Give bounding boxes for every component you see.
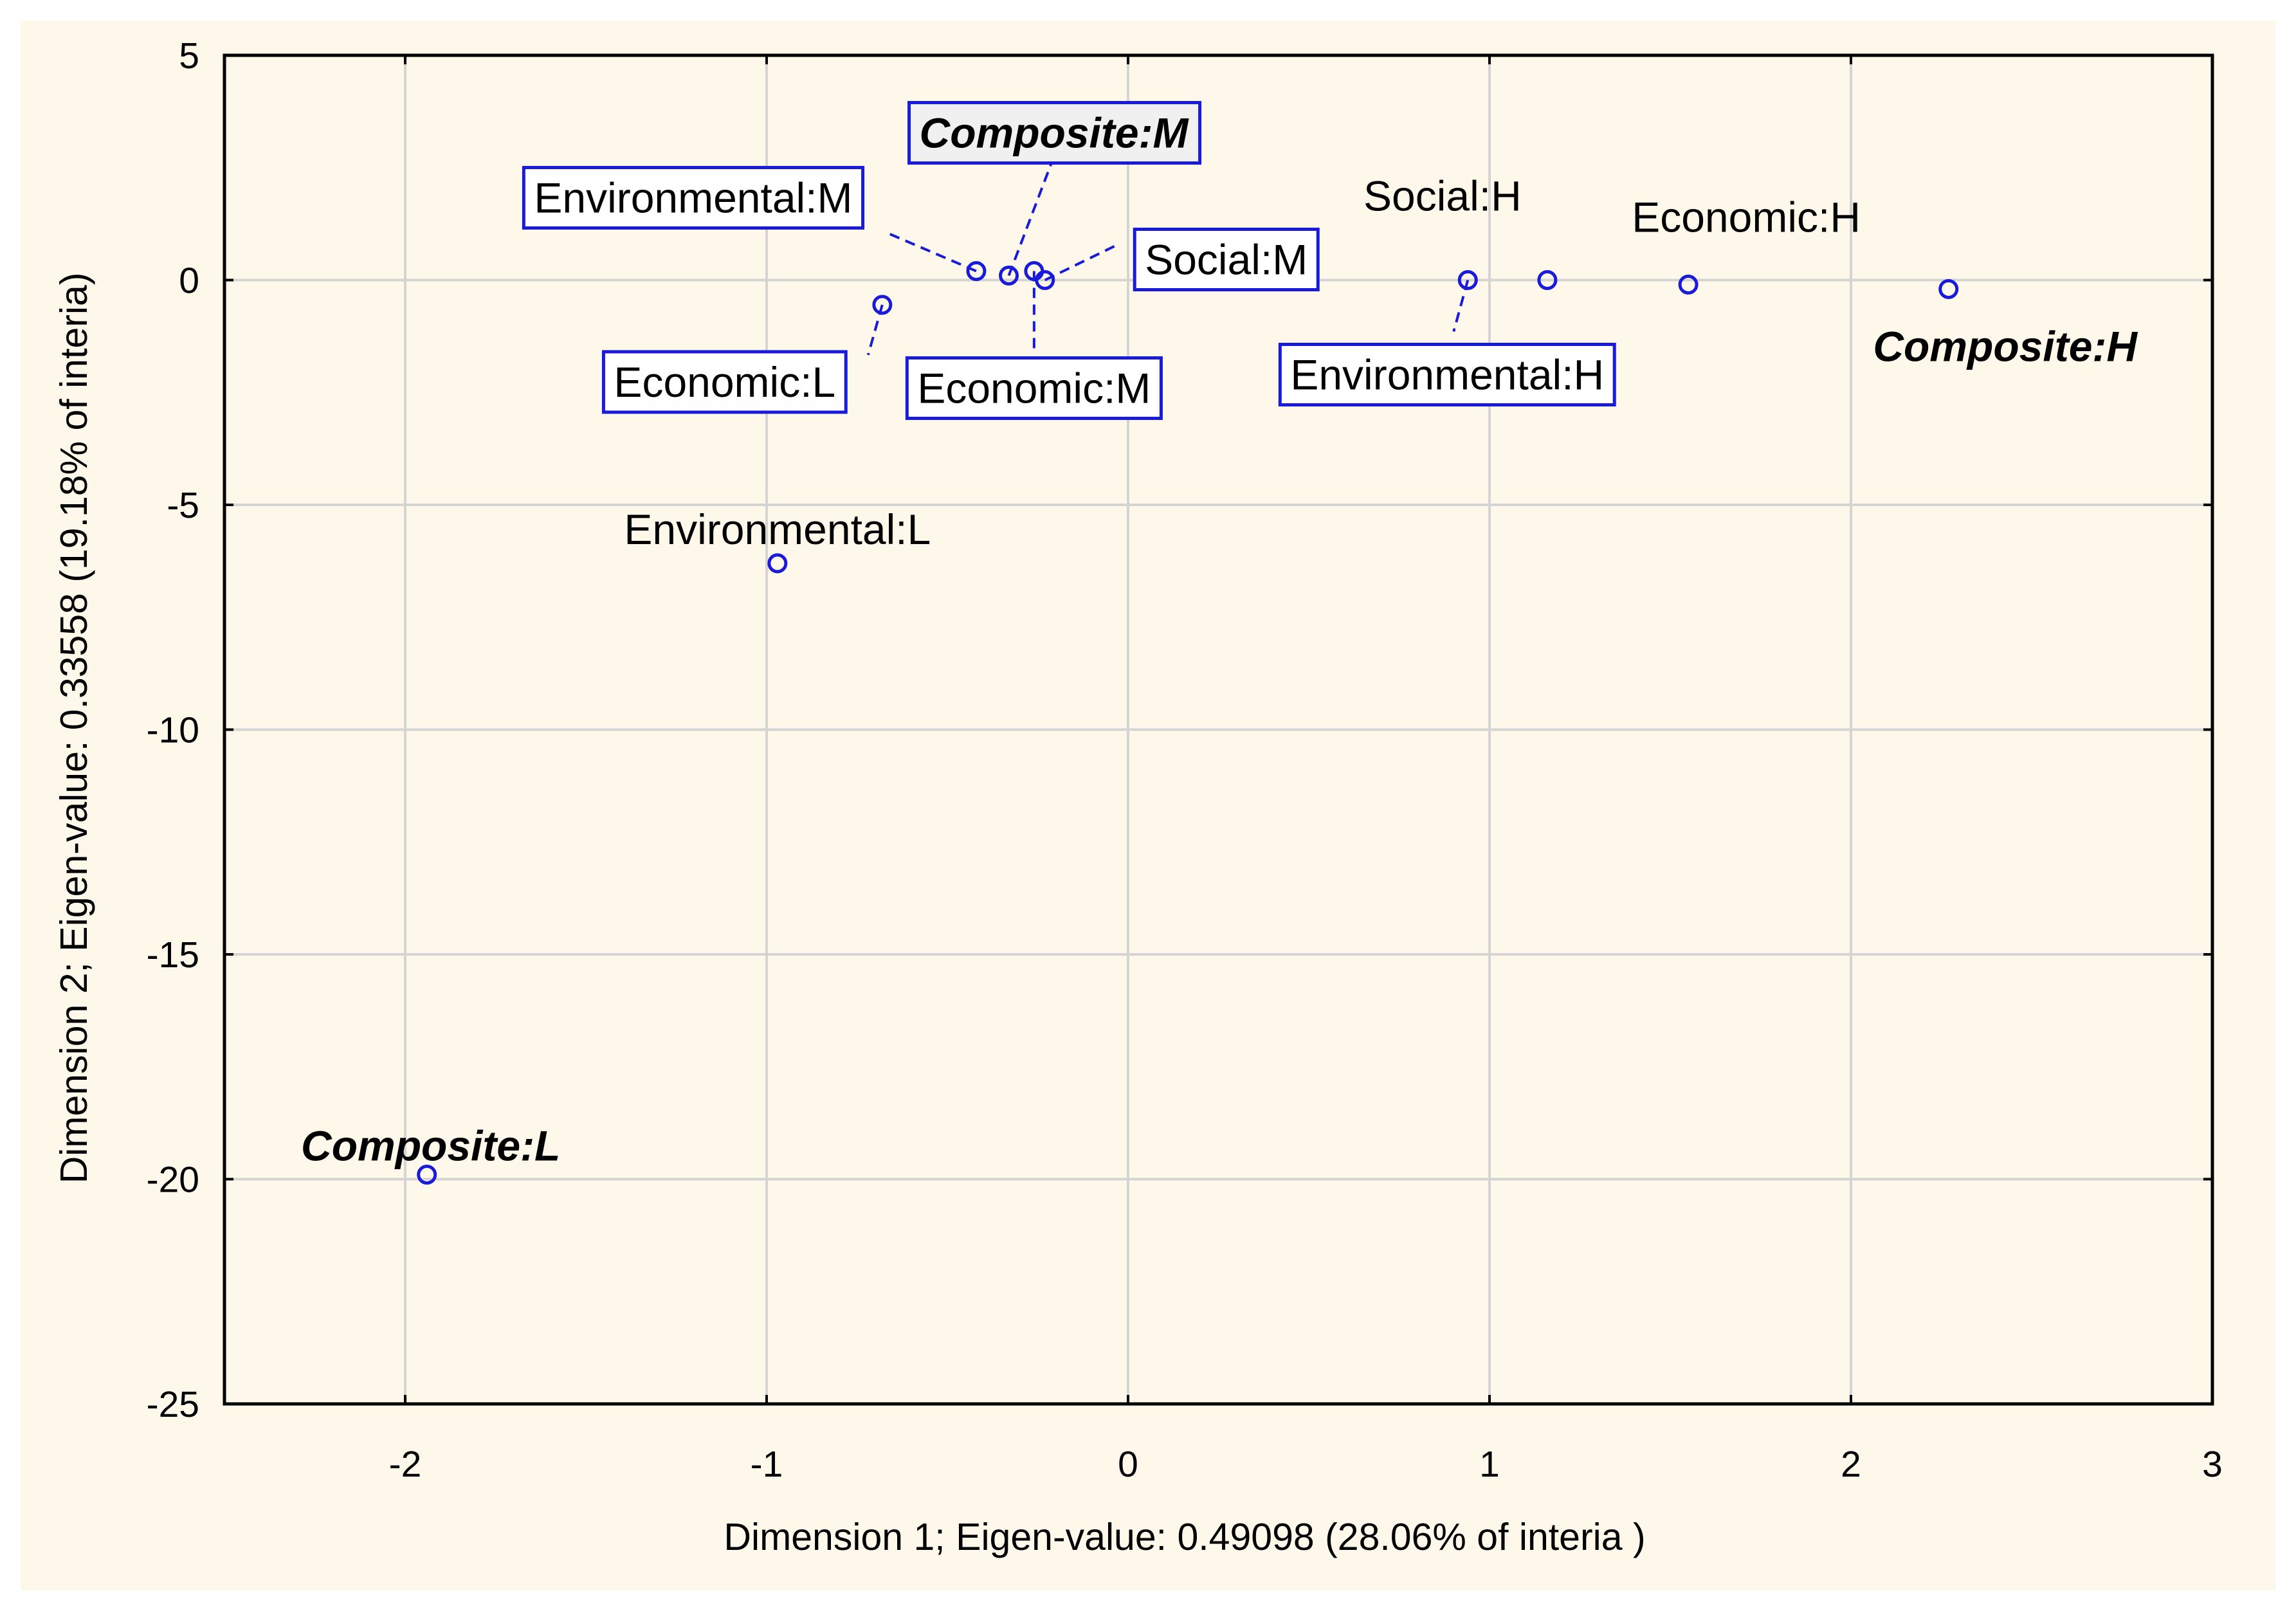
x-tick-label: 2 xyxy=(1841,1444,1861,1485)
label-composite-h: Composite:H xyxy=(1873,322,2138,370)
y-tick-label: -25 xyxy=(147,1384,199,1425)
label-box-environmental-m xyxy=(522,166,865,230)
label-box-economic-m xyxy=(905,356,1163,421)
point-composite-m xyxy=(999,266,1019,286)
x-tick-label: 1 xyxy=(1479,1444,1500,1485)
leader-composite-m xyxy=(1007,152,1057,277)
point-social-h xyxy=(1537,270,1558,290)
label-economic-m: Economic:M xyxy=(917,365,1151,412)
chart-container: -2 -1 0 1 2 3 5 0 -5 -10 -15 -20 -25 Composite:L Envi… xyxy=(21,21,2275,1590)
point-environmental-l xyxy=(767,553,788,574)
y-tick-label: 0 xyxy=(179,260,199,302)
point-composite-l xyxy=(417,1165,437,1185)
point-social-m xyxy=(1035,270,1055,290)
label-composite-m: Composite:M xyxy=(920,109,1190,157)
label-social-m: Social:M xyxy=(1145,236,1307,284)
x-tick-label: 3 xyxy=(2202,1444,2223,1485)
y-tick-label: -5 xyxy=(167,485,199,526)
x-tick-label: -1 xyxy=(751,1444,783,1485)
y-tick-label: -15 xyxy=(147,934,199,976)
label-environmental-h: Environmental:H xyxy=(1290,351,1604,399)
label-box-composite-m xyxy=(907,101,1202,165)
y-axis-title: Dimension 2; Eigen-value: 0.33558 (19.18… xyxy=(53,273,95,1184)
label-box-economic-l xyxy=(601,350,848,414)
scatter-chart: -2 -1 0 1 2 350-5-10-15-20-25 Composite:LEnvi… xyxy=(53,35,2223,1558)
label-box-social-m xyxy=(1133,228,1320,291)
leader-environmental-m xyxy=(886,231,977,273)
label-environmental-m: Environmental:M xyxy=(534,174,852,222)
label-environmental-l: Environmental:L xyxy=(624,505,931,553)
label-box-environmental-h xyxy=(1278,343,1616,406)
data-points xyxy=(417,261,1959,1185)
point-labels: Composite:L Environmental:L Economic:L Envi… xyxy=(301,101,2138,1170)
axis-ticks: -2 -1 0 1 2 350-5-10-15-20-25 xyxy=(147,35,2223,1485)
label-economic-l: Economic:L xyxy=(614,358,835,406)
label-social-h: Social:H xyxy=(1363,172,1522,220)
point-composite-h xyxy=(1938,278,1959,299)
x-tick-label: 0 xyxy=(1118,1444,1138,1485)
point-environmental-m xyxy=(966,261,987,282)
y-tick-label: 5 xyxy=(179,35,199,77)
x-tick-label: -2 xyxy=(389,1444,422,1485)
point-environmental-h xyxy=(1457,270,1478,290)
y-tick-label: -10 xyxy=(147,710,199,751)
point-economic-l xyxy=(872,295,893,315)
label-economic-h: Economic:H xyxy=(1632,193,1861,241)
label-composite-l: Composite:L xyxy=(301,1122,560,1170)
x-axis-title: Dimension 1; Eigen-value: 0.49098 (28.06… xyxy=(724,1516,1645,1558)
y-tick-label: -20 xyxy=(147,1160,199,1201)
point-economic-h xyxy=(1678,274,1699,295)
leader-social-m xyxy=(1044,242,1120,282)
